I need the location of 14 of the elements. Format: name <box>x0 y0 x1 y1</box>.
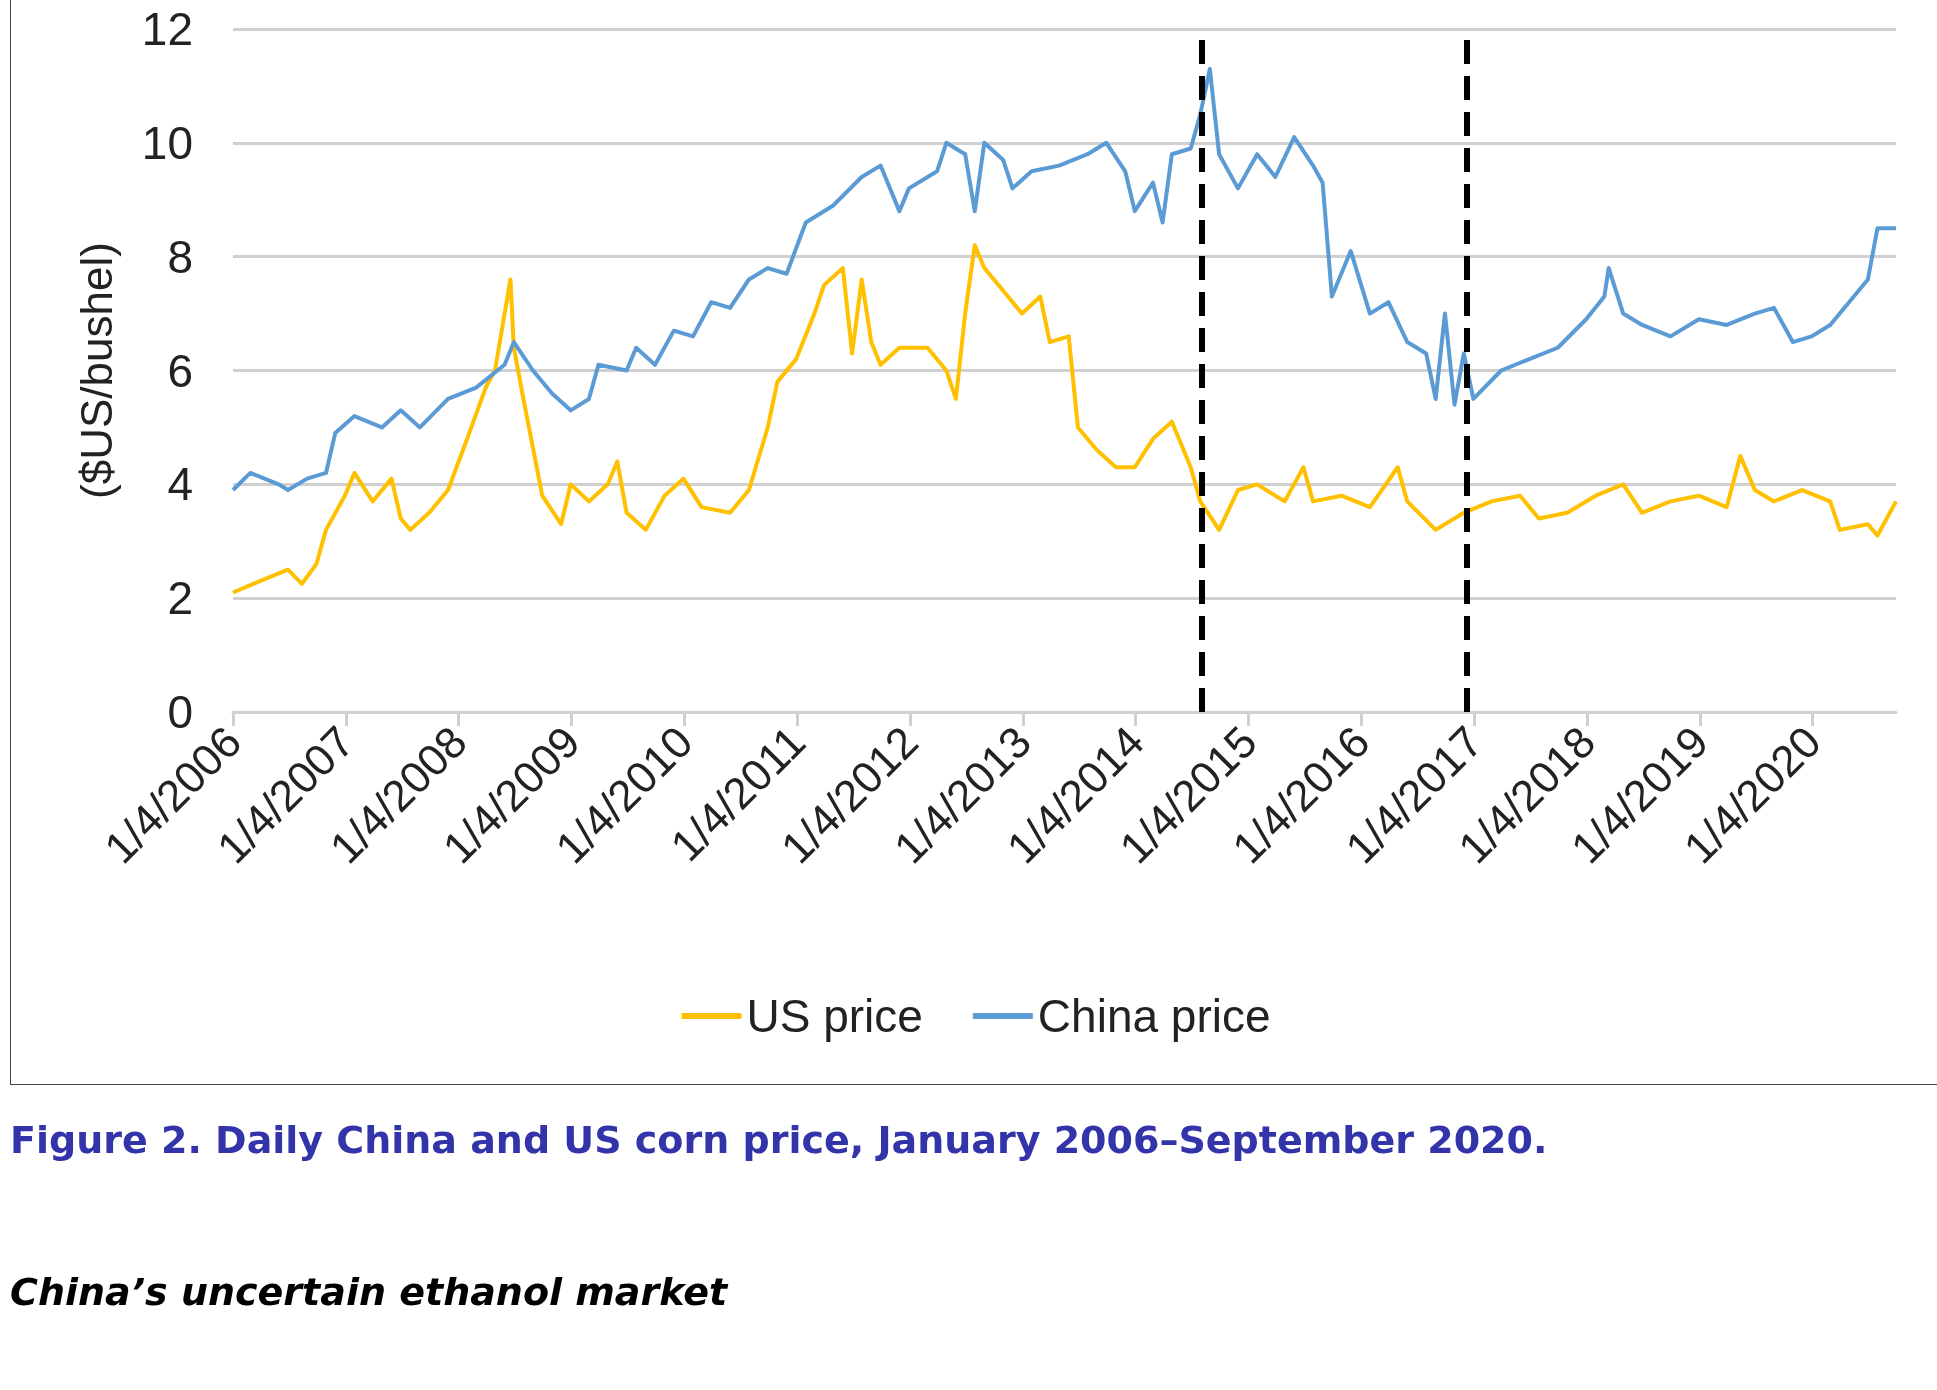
caption: Figure 2. Daily China and US corn price, January 2006–September 2020. <box>10 1118 1548 1162</box>
y-tick-label: 6 <box>167 344 193 397</box>
y-tick-label: 10 <box>141 116 193 169</box>
y-tick-label: 12 <box>141 3 193 55</box>
text: China’s uncertain ethanol market <box>10 1270 728 1314</box>
y-tick-label: 2 <box>167 572 193 625</box>
y-tick-label: 4 <box>167 458 193 511</box>
y-axis-title: ($US/bushel) <box>71 242 121 499</box>
legend-label: US price <box>746 990 923 1042</box>
legend-label: China price <box>1037 990 1271 1042</box>
line-series <box>231 243 1898 595</box>
y-tick-label: 8 <box>167 230 193 283</box>
line-series <box>231 66 1898 493</box>
y-tick-label: 0 <box>167 686 193 738</box>
